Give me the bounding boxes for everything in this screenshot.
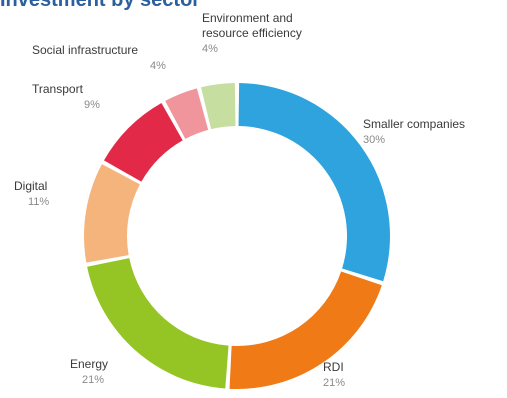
donut-slice-energy	[87, 258, 229, 389]
slice-label-energy: Energy	[70, 357, 108, 371]
donut-slice-smaller-companies	[238, 83, 391, 282]
slice-label-rdi: RDI	[323, 360, 344, 374]
slice-value-social-infrastructure: 4%	[150, 60, 166, 72]
slice-label-transport: Transport	[32, 82, 84, 96]
slice-label-environment-and-resource-efficiency-line-1: Environment and	[202, 11, 293, 25]
slice-value-environment-and-resource-efficiency: 4%	[202, 43, 218, 55]
slice-value-transport: 9%	[84, 99, 100, 111]
slice-label-social-infrastructure: Social infrastructure	[32, 43, 138, 57]
donut-slice-rdi	[229, 271, 382, 390]
slice-value-smaller-companies: 30%	[363, 134, 385, 146]
chart-title: Investment by sector	[0, 0, 201, 11]
slice-label-smaller-companies: Smaller companies	[363, 117, 465, 131]
slice-value-digital: 11%	[28, 196, 49, 208]
donut-slice-social-infrastructure	[165, 88, 209, 139]
slice-label-digital: Digital	[14, 179, 47, 193]
donut-slice-transport	[103, 102, 183, 182]
donut-slice-environment-and-resource-efficiency	[201, 83, 236, 130]
slice-label-environment-and-resource-efficiency-line-2: resource efficiency	[202, 26, 302, 40]
donut-slice-digital	[83, 164, 140, 263]
slice-value-energy: 21%	[82, 374, 104, 386]
slice-value-rdi: 21%	[323, 377, 345, 389]
